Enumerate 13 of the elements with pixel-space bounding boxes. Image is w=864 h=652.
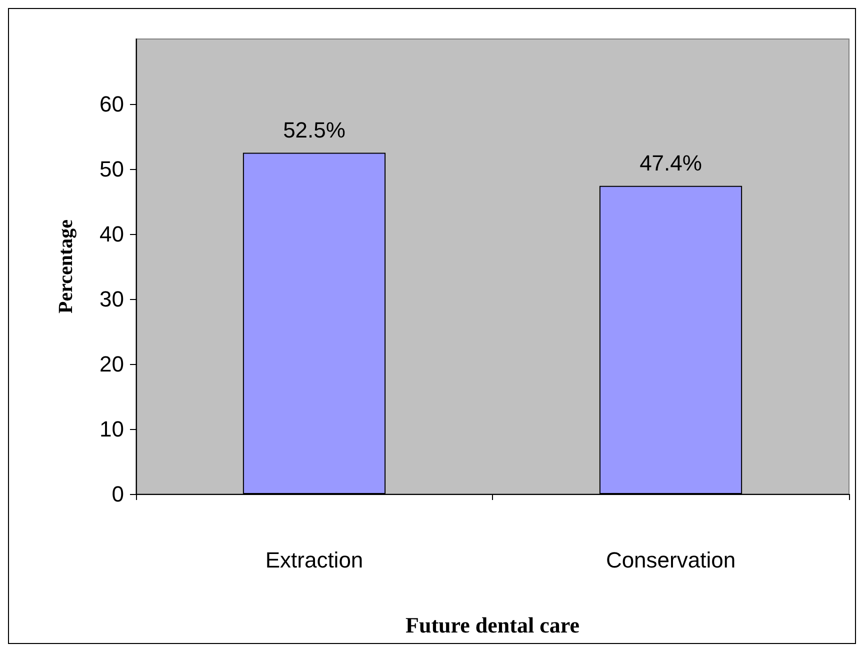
y-tick-label: 20	[100, 352, 124, 376]
x-axis-title: Future dental care	[406, 612, 580, 638]
data-label: 47.4%	[640, 150, 702, 176]
data-label: 52.5%	[283, 117, 346, 142]
x-tick-label: Conservation	[606, 548, 736, 572]
y-tick-label: 10	[100, 416, 124, 442]
y-tick-label: 40	[100, 222, 124, 246]
y-tick-label: 30	[100, 286, 124, 312]
x-tick-label: Extraction	[265, 548, 364, 572]
y-tick-label: 50	[100, 156, 124, 182]
y-tick-label: 0	[112, 482, 124, 506]
y-tick-label: 60	[100, 92, 124, 116]
y-axis-title: Percentage	[55, 219, 77, 314]
